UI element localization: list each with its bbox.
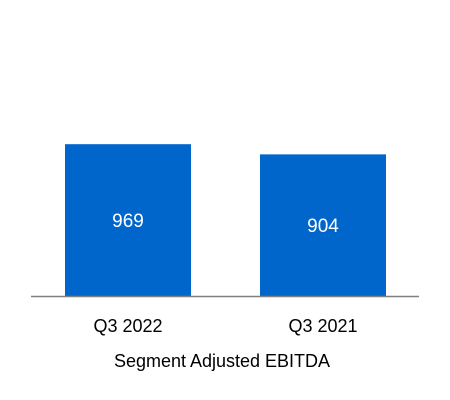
x-axis-title: Segment Adjusted EBITDA	[114, 351, 330, 371]
bar-q3-2021	[260, 154, 386, 296]
x-tick-label: Q3 2022	[93, 316, 162, 336]
bar-q3-2022	[65, 144, 191, 296]
data-label: 904	[307, 216, 339, 237]
data-label: 969	[112, 211, 144, 232]
bars-layer	[65, 144, 386, 296]
x-tick-label: Q3 2021	[288, 316, 357, 336]
ticks-layer: Q3 2022 Q3 2021	[93, 316, 357, 336]
labels-layer: 969 904	[112, 211, 339, 237]
